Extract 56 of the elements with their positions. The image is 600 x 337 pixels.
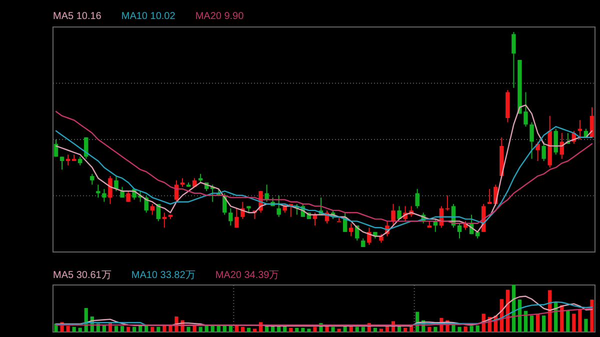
bar — [162, 326, 166, 332]
bar — [578, 309, 582, 332]
bar — [403, 328, 408, 332]
text: MA20 34.39万 — [215, 270, 280, 281]
bar — [428, 326, 432, 332]
bar — [114, 326, 118, 332]
bar — [385, 326, 390, 332]
bar — [331, 326, 335, 332]
bar — [518, 300, 522, 332]
bar — [337, 328, 341, 332]
bar — [566, 310, 570, 332]
bar — [536, 314, 540, 332]
bar — [590, 300, 594, 332]
bar — [132, 326, 136, 332]
bar — [313, 326, 317, 332]
bar — [246, 328, 251, 332]
text: MA10 33.82万 — [131, 270, 196, 281]
bar — [186, 326, 190, 332]
bar — [126, 326, 130, 332]
bar — [355, 326, 359, 332]
bar — [434, 326, 438, 332]
bar — [72, 326, 76, 332]
text: MA20 9.90 — [195, 11, 244, 22]
bar — [307, 328, 311, 332]
bar — [397, 326, 402, 332]
bar — [301, 328, 305, 332]
bar — [156, 326, 160, 332]
bar — [572, 314, 576, 332]
bar — [198, 326, 202, 332]
text: MA5 30.61万 — [53, 270, 112, 281]
bar — [361, 326, 365, 332]
bar — [373, 328, 377, 332]
bar — [458, 326, 462, 332]
bar — [530, 316, 534, 332]
bar — [289, 328, 293, 332]
bar — [410, 326, 414, 332]
bar — [78, 328, 82, 332]
bar — [542, 316, 546, 332]
bar — [584, 318, 588, 332]
bar — [379, 328, 384, 332]
bar — [192, 326, 196, 332]
bar — [66, 326, 70, 332]
bar — [295, 328, 299, 332]
bar — [476, 325, 480, 332]
bar — [464, 326, 468, 332]
bar — [470, 326, 474, 332]
bar — [168, 326, 172, 332]
bar — [325, 326, 329, 332]
text: MA5 10.16 — [53, 11, 102, 22]
bar — [452, 324, 456, 332]
bar — [120, 326, 124, 332]
bar — [252, 328, 257, 332]
bar — [240, 326, 245, 332]
text: MA10 10.02 — [121, 11, 176, 22]
bar — [524, 310, 528, 332]
bar — [150, 326, 154, 332]
